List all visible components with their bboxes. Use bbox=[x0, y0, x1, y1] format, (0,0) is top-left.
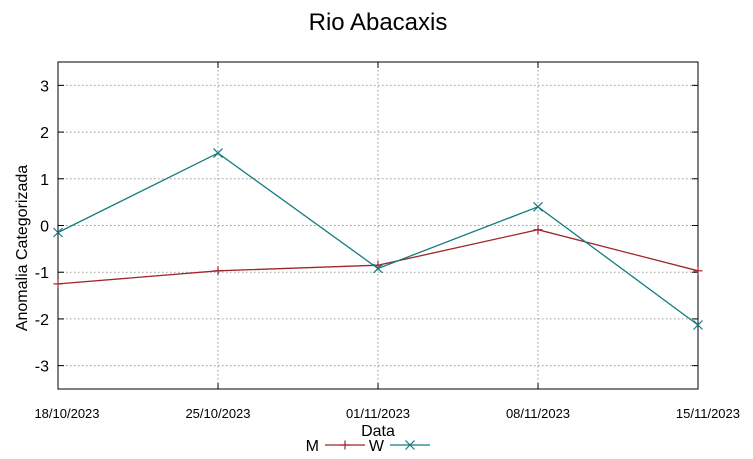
x-tick-label: 18/10/2023 bbox=[34, 406, 99, 421]
grid bbox=[58, 62, 698, 389]
y-tick-label: 3 bbox=[40, 78, 49, 95]
y-axis-label: Anomalia Categorizada bbox=[14, 165, 31, 331]
data-point-m bbox=[533, 225, 543, 235]
data-point-w bbox=[533, 201, 543, 212]
y-tick-label: -1 bbox=[35, 265, 49, 282]
y-tick-label: -2 bbox=[35, 312, 49, 329]
x-tick-label: 01/11/2023 bbox=[346, 406, 410, 421]
series-layer bbox=[53, 148, 703, 330]
y-tick-label: 2 bbox=[40, 125, 49, 142]
legend-label-w: W bbox=[369, 438, 385, 455]
legend-marker-w bbox=[405, 440, 415, 450]
y-axis: 3 2 1 0 -1 -2 -3 bbox=[35, 78, 698, 376]
legend-label-m: M bbox=[306, 438, 319, 455]
series-line-m bbox=[57, 229, 699, 285]
data-point-w bbox=[373, 263, 383, 274]
y-tick-label: 0 bbox=[40, 219, 49, 236]
x-tick-label: 08/11/2023 bbox=[506, 406, 570, 421]
data-point-w bbox=[53, 227, 63, 238]
data-point-m bbox=[693, 266, 703, 276]
data-point-m bbox=[213, 266, 223, 276]
x-tick-label: 15/11/2023 bbox=[676, 406, 740, 421]
y-tick-label: -3 bbox=[35, 359, 49, 376]
x-axis-label: Data bbox=[361, 423, 395, 440]
y-tick-label: 1 bbox=[40, 172, 49, 189]
legend-marker-m bbox=[340, 440, 350, 450]
data-point-w bbox=[693, 320, 703, 330]
chart-title: Rio Abacaxis bbox=[309, 9, 448, 36]
x-tick-label: 25/10/2023 bbox=[185, 406, 250, 421]
data-point-w bbox=[213, 148, 223, 159]
data-point-m bbox=[53, 279, 63, 289]
x-axis: 18/10/2023 25/10/2023 01/11/2023 08/11/2023… bbox=[34, 62, 740, 421]
